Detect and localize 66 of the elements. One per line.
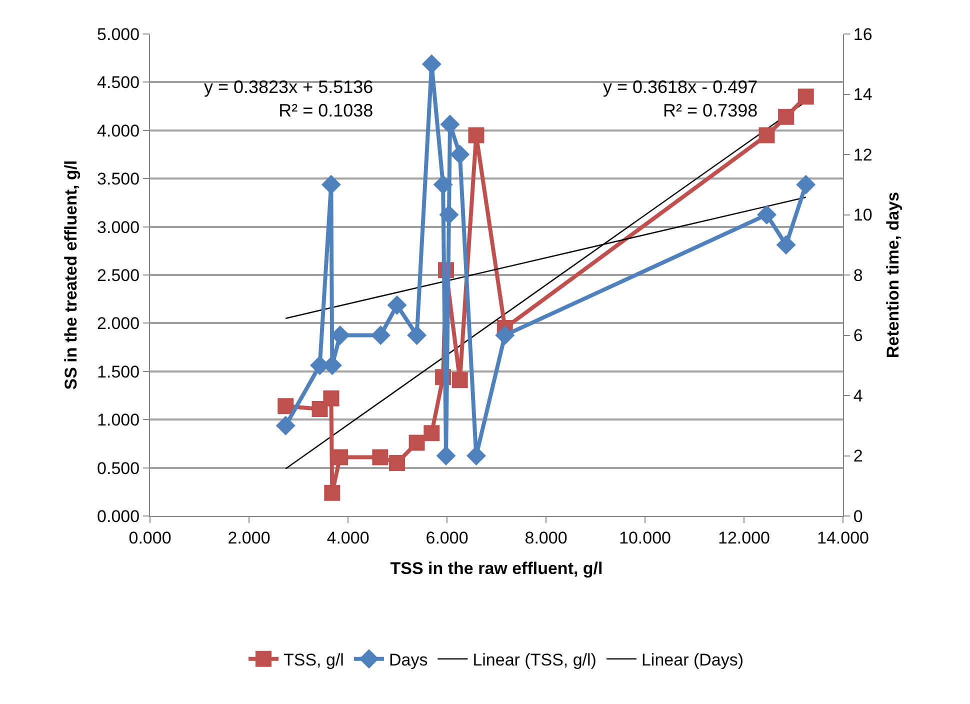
- point: [440, 114, 460, 134]
- y-tick-label: 5.000: [97, 24, 140, 44]
- point: [778, 108, 794, 125]
- x-tick-label: 4.000: [326, 528, 370, 548]
- y2-tick-label: 12: [853, 145, 872, 164]
- y2-tick-label: 16: [853, 24, 872, 44]
- x-tick-label: 10.000: [619, 528, 671, 548]
- y-tick-label: 0.500: [97, 458, 140, 478]
- point: [422, 54, 442, 74]
- y-axis-title: SS in the treated effluent, g/l: [62, 160, 81, 390]
- y-tick-label: 2.500: [97, 266, 140, 285]
- y2-tick-label: 8: [853, 266, 863, 285]
- point: [758, 127, 775, 144]
- y2-tick-label: 4: [853, 386, 863, 406]
- y-tick-label: 1.000: [97, 410, 140, 430]
- y2-tick-label: 6: [853, 326, 863, 346]
- legend-label: Linear (Days): [641, 650, 744, 670]
- x-tick-label: 2.000: [228, 528, 270, 548]
- point: [798, 88, 814, 105]
- y-tick-label: 2.000: [97, 314, 140, 334]
- x-tick-label: 12.000: [718, 528, 770, 548]
- y-tick-label: 4.000: [97, 121, 140, 140]
- point: [324, 484, 340, 501]
- y-tick-label: 0.000: [97, 506, 140, 526]
- point: [387, 295, 407, 315]
- annotation: y = 0.3823x + 5.5136 R² = 0.1038: [204, 77, 374, 120]
- y-tick-label: 1.500: [97, 362, 140, 382]
- x-tick-label: 6.000: [426, 528, 468, 548]
- x-tick-label: 14.000: [817, 528, 869, 548]
- point: [433, 174, 453, 194]
- point: [276, 416, 296, 436]
- point: [372, 449, 388, 466]
- point: [332, 449, 348, 466]
- point: [776, 235, 796, 255]
- point: [439, 205, 459, 224]
- legend-label: Days: [388, 650, 428, 670]
- legend-label: TSS, g/l: [284, 650, 344, 670]
- point: [436, 446, 456, 466]
- y2-tick-label: 0: [853, 506, 863, 526]
- point: [466, 446, 486, 466]
- legend-label: Linear (TSS, g/l): [472, 650, 596, 670]
- y2-tick-label: 2: [853, 446, 863, 466]
- point: [407, 326, 427, 345]
- y2-tick-label: 10: [853, 206, 872, 225]
- point: [468, 127, 484, 144]
- y-tick-label: 3.500: [97, 170, 140, 189]
- point: [321, 174, 341, 194]
- y2-tick-label: 14: [853, 85, 872, 104]
- y-tick-label: 4.500: [97, 73, 140, 92]
- point: [757, 205, 777, 224]
- point: [452, 372, 468, 388]
- x-tick-label: 0.000: [128, 528, 172, 548]
- y2-axis-title: Retention time, days: [884, 192, 903, 358]
- y-tick-label: 3.000: [97, 218, 140, 237]
- point: [408, 434, 425, 451]
- point: [278, 398, 294, 414]
- point: [323, 390, 340, 406]
- point: [424, 425, 440, 442]
- point: [389, 454, 406, 471]
- x-tick-label: 8.000: [524, 528, 568, 548]
- point: [796, 174, 816, 194]
- point: [495, 326, 515, 345]
- point: [450, 144, 470, 164]
- annotation: y = 0.3618x - 0.497 R² = 0.7398: [603, 77, 758, 120]
- point: [370, 326, 390, 345]
- x-axis-title: TSS in the raw effluent, g/l: [390, 558, 603, 578]
